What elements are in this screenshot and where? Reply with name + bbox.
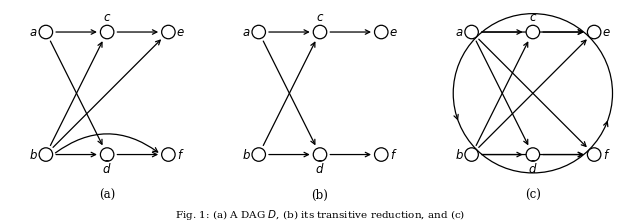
Text: $c$: $c$ [103, 11, 111, 24]
Text: $b$: $b$ [29, 148, 38, 161]
Circle shape [39, 25, 52, 39]
Circle shape [313, 25, 327, 39]
Circle shape [162, 25, 175, 39]
Text: $b$: $b$ [242, 148, 251, 161]
Text: $f$: $f$ [603, 148, 610, 161]
Circle shape [252, 148, 266, 161]
Circle shape [374, 25, 388, 39]
Circle shape [313, 148, 327, 161]
Circle shape [252, 25, 266, 39]
Text: $f$: $f$ [177, 148, 184, 161]
Circle shape [526, 25, 540, 39]
Text: $\bar{d}$: $\bar{d}$ [316, 161, 324, 178]
Circle shape [465, 25, 478, 39]
Circle shape [374, 148, 388, 161]
Text: $f$: $f$ [390, 148, 397, 161]
Text: $a$: $a$ [243, 25, 251, 39]
Text: $\bar{d}$: $\bar{d}$ [528, 161, 538, 178]
Text: $e$: $e$ [176, 25, 185, 39]
Circle shape [588, 25, 601, 39]
Text: $\bar{d}$: $\bar{d}$ [102, 161, 112, 178]
Text: (b): (b) [312, 188, 328, 201]
Text: $b$: $b$ [455, 148, 464, 161]
Text: (a): (a) [99, 188, 115, 201]
Circle shape [588, 148, 601, 161]
Text: Fig. 1: (a) A DAG $D$, (b) its transitive reduction, and (c): Fig. 1: (a) A DAG $D$, (b) its transitiv… [175, 208, 465, 222]
Circle shape [100, 148, 114, 161]
Circle shape [39, 148, 52, 161]
Text: (c): (c) [525, 188, 541, 201]
Text: $c$: $c$ [529, 11, 537, 24]
Text: $a$: $a$ [455, 25, 463, 39]
Circle shape [100, 25, 114, 39]
Text: $e$: $e$ [389, 25, 398, 39]
Circle shape [526, 148, 540, 161]
Text: $a$: $a$ [29, 25, 38, 39]
Text: $e$: $e$ [602, 25, 611, 39]
Text: $c$: $c$ [316, 11, 324, 24]
Circle shape [465, 148, 478, 161]
Circle shape [162, 148, 175, 161]
